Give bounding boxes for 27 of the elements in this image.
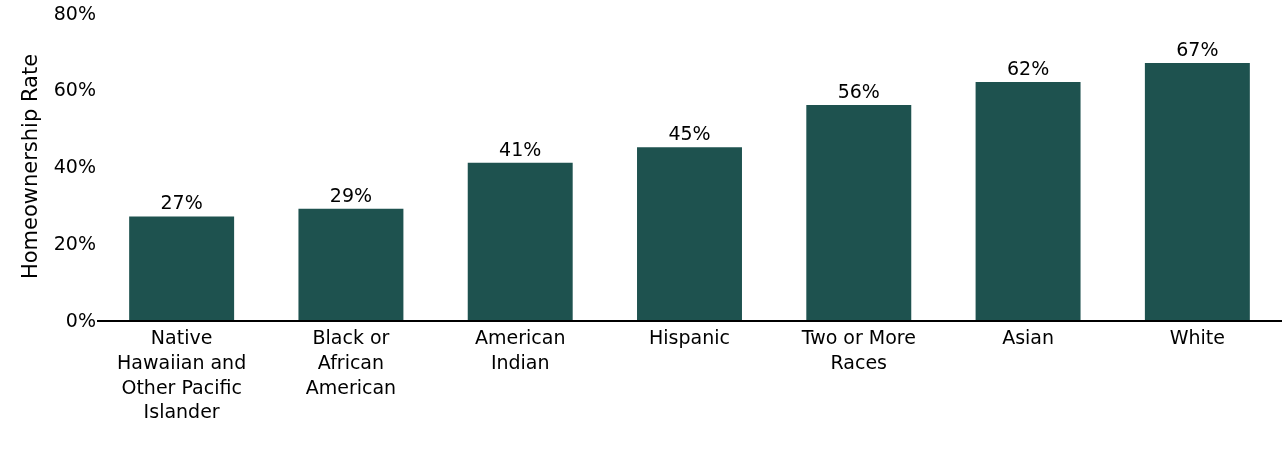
y-tick-label: 20% — [53, 231, 96, 254]
bar — [806, 105, 912, 320]
data-label: 56% — [837, 80, 880, 103]
data-label: 29% — [329, 183, 373, 206]
data-label: 67% — [1176, 37, 1219, 60]
bar — [1144, 62, 1250, 320]
x-tick-label: Black or African American — [305, 326, 397, 398]
data-label: 27% — [160, 191, 203, 214]
y-tick-label: 40% — [53, 155, 96, 178]
x-tick-label: Asian — [1002, 326, 1055, 349]
y-tick-label: 60% — [53, 78, 96, 101]
data-label: 45% — [668, 122, 711, 145]
data-label: 62% — [1006, 57, 1050, 80]
x-tick-label: White — [1169, 326, 1225, 349]
bar — [467, 162, 573, 320]
bar — [129, 216, 235, 320]
y-tick-label: 80% — [53, 1, 96, 24]
bar — [298, 208, 404, 320]
y-tick-label: 0% — [65, 308, 96, 331]
bar — [975, 82, 1081, 320]
y-axis-title: Homeownership Rate — [17, 53, 42, 280]
x-tick-label: Native Hawaiian and Other Pacific Islander — [117, 326, 247, 423]
data-label: 41% — [499, 137, 542, 160]
x-tick-label: American Indian — [475, 326, 566, 373]
x-tick-label: Two or More Races — [800, 326, 916, 373]
x-tick-label: Hispanic — [649, 326, 730, 349]
bar — [637, 147, 742, 320]
